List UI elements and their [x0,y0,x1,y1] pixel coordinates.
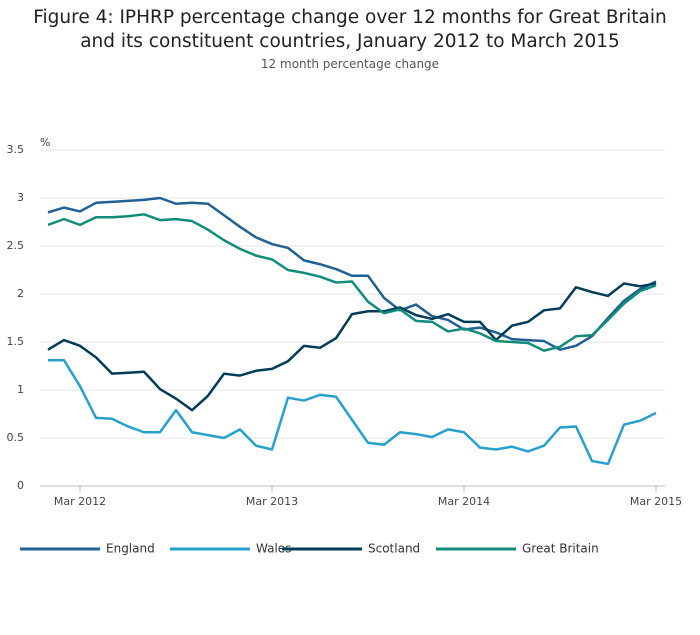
legend-label: Wales [256,542,291,556]
x-tick-label: Mar 2014 [438,495,490,508]
y-tick-label: 2 [17,287,24,300]
legend-label: England [106,542,155,556]
series-line [47,282,657,412]
legend-label: Great Britain [522,542,599,556]
y-tick-label: 3.5 [7,143,25,156]
x-tick-label: Mar 2012 [54,495,106,508]
y-axis-label: % [40,136,50,149]
chart-subtitle: 12 month percentage change [260,57,440,71]
series-line [47,213,657,352]
series-line [48,358,657,466]
series-line [47,196,657,351]
x-tick-label: Mar 2013 [246,495,298,508]
legend-label: Scotland [368,542,420,556]
chart-title: Figure 4: IPHRP percentage change over 1… [33,7,667,52]
y-tick-label: 3 [17,191,24,204]
y-tick-label: 0 [17,479,24,492]
y-tick-label: 1.5 [7,335,25,348]
x-tick-label: Mar 2015 [630,495,682,508]
y-tick-label: 1 [17,383,24,396]
y-tick-label: 2.5 [7,239,25,252]
y-tick-label: 0.5 [7,431,25,444]
